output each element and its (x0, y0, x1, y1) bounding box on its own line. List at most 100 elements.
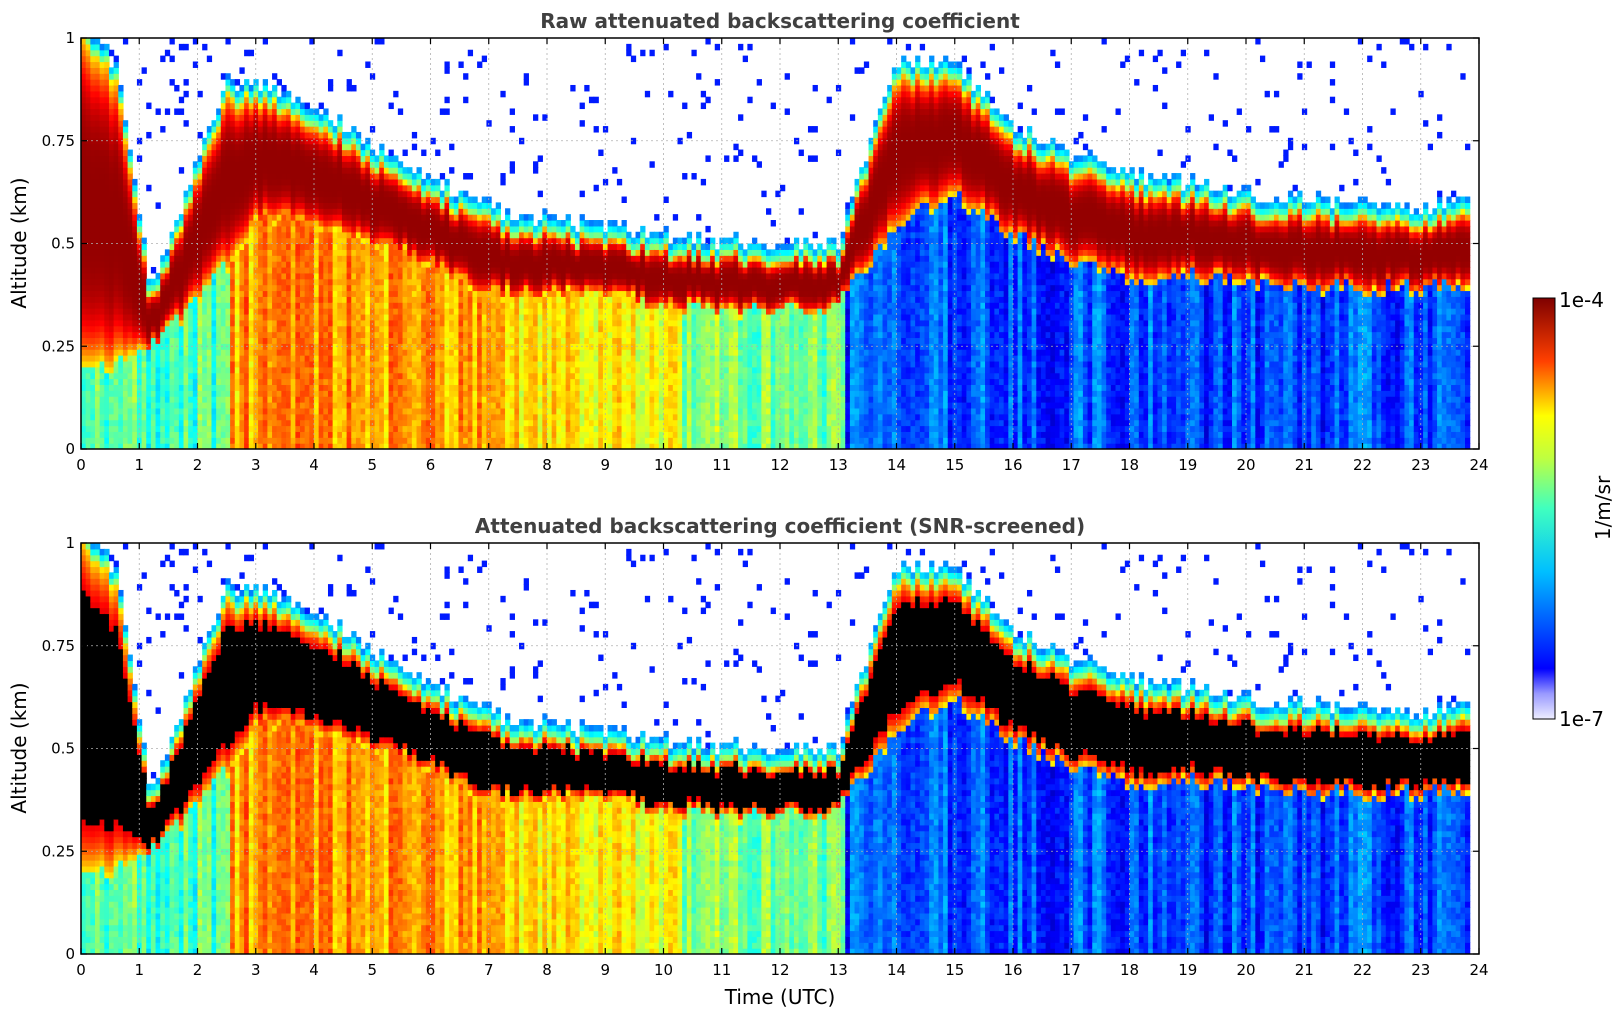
heatmap-cell (295, 313, 301, 321)
heatmap-cell (379, 355, 385, 362)
heatmap-cell (253, 114, 259, 121)
heatmap-cell (286, 261, 292, 268)
heatmap-cell (332, 360, 338, 368)
heatmap-cell (178, 349, 185, 356)
heatmap-cell (290, 284, 296, 292)
heatmap-cell (164, 249, 171, 256)
heatmap-cell (491, 372, 497, 380)
heatmap-cell (258, 425, 264, 432)
heatmap-cell (104, 278, 110, 286)
heatmap-cell (355, 225, 362, 233)
heatmap-cell (225, 231, 231, 239)
heatmap-cell (337, 296, 343, 303)
heatmap-cell (197, 214, 203, 221)
heatmap-cell (421, 396, 427, 403)
heatmap-cell (332, 155, 338, 162)
heatmap-cell (94, 143, 101, 151)
heatmap-cell (332, 243, 338, 250)
heatmap-cell (369, 337, 376, 344)
heatmap-cell (323, 173, 329, 180)
heatmap-cell (481, 360, 488, 368)
heatmap-cell (332, 384, 338, 391)
heatmap-cell (85, 437, 91, 444)
heatmap-cell (374, 202, 380, 209)
heatmap-cell (430, 261, 436, 268)
heatmap-cell (505, 313, 511, 321)
heatmap-cell (225, 208, 231, 215)
heatmap-cell (481, 319, 488, 327)
heatmap-cell (104, 178, 110, 186)
heatmap-cell (374, 319, 380, 327)
heatmap-cell (220, 73, 227, 80)
heatmap-cell (500, 308, 506, 315)
heatmap-cell (505, 214, 511, 221)
heatmap-cell (108, 419, 115, 427)
heatmap-cell (239, 143, 245, 151)
heatmap-cell (211, 272, 217, 280)
heatmap-cell (421, 337, 427, 344)
heatmap-cell (337, 396, 343, 403)
heatmap-cell (337, 337, 343, 344)
heatmap-cell (81, 167, 87, 174)
heatmap-cell (276, 202, 282, 209)
heatmap-cell (337, 161, 343, 168)
heatmap-cell (435, 378, 441, 386)
heatmap-cell (360, 202, 366, 209)
heatmap-cell (160, 431, 166, 438)
heatmap-cell (202, 331, 208, 339)
heatmap-cell (416, 431, 422, 438)
heatmap-cell (323, 149, 329, 157)
heatmap-cell (430, 337, 436, 344)
heatmap-cell (262, 96, 268, 104)
heatmap-cell (81, 443, 87, 449)
heatmap-cell (178, 296, 185, 303)
heatmap-cell (99, 208, 105, 215)
heatmap-cell (202, 443, 208, 449)
heatmap-cell (467, 343, 474, 350)
heatmap-cell (467, 296, 474, 303)
heatmap-cell (197, 419, 203, 427)
heatmap-cell (300, 184, 306, 192)
heatmap-cell (99, 355, 105, 362)
heatmap-cell (169, 413, 175, 421)
heatmap-cell (337, 202, 343, 209)
heatmap-cell (220, 343, 227, 350)
heatmap-cell (239, 284, 245, 292)
heatmap-cell (314, 349, 320, 356)
heatmap-cell (118, 90, 124, 98)
heatmap-cell (388, 313, 394, 321)
heatmap-cell (463, 396, 469, 403)
heatmap-cell (369, 402, 376, 409)
heatmap-cell (402, 249, 408, 256)
heatmap-cell (127, 284, 133, 292)
heatmap-cell (421, 325, 427, 333)
heatmap-cell (444, 372, 450, 380)
heatmap-cell (136, 266, 143, 274)
heatmap-cell (99, 196, 105, 203)
heatmap-cell (430, 202, 436, 209)
heatmap-cell (327, 396, 334, 403)
heatmap-cell (122, 355, 129, 362)
heatmap-cell (216, 149, 222, 157)
heatmap-cell (467, 355, 474, 362)
heatmap-cell (509, 331, 515, 339)
heatmap-cell (458, 196, 464, 203)
heatmap-cell (113, 402, 119, 409)
heatmap-cell (514, 360, 520, 368)
heatmap-cell (374, 366, 380, 374)
heatmap-cell (332, 290, 338, 297)
heatmap-cell (346, 396, 352, 403)
heatmap-cell (467, 419, 474, 427)
heatmap-cell (374, 425, 380, 432)
heatmap-cell (183, 366, 189, 374)
heatmap-cell (225, 84, 231, 92)
heatmap-cell (477, 319, 483, 327)
heatmap-cell (276, 79, 282, 86)
heatmap-cell (192, 302, 199, 309)
heatmap-cell (421, 190, 427, 198)
heatmap-cell (206, 343, 213, 350)
heatmap-cell (174, 108, 180, 115)
heatmap-cell (444, 272, 450, 280)
heatmap-cell (81, 419, 87, 427)
heatmap-cell (486, 208, 492, 215)
